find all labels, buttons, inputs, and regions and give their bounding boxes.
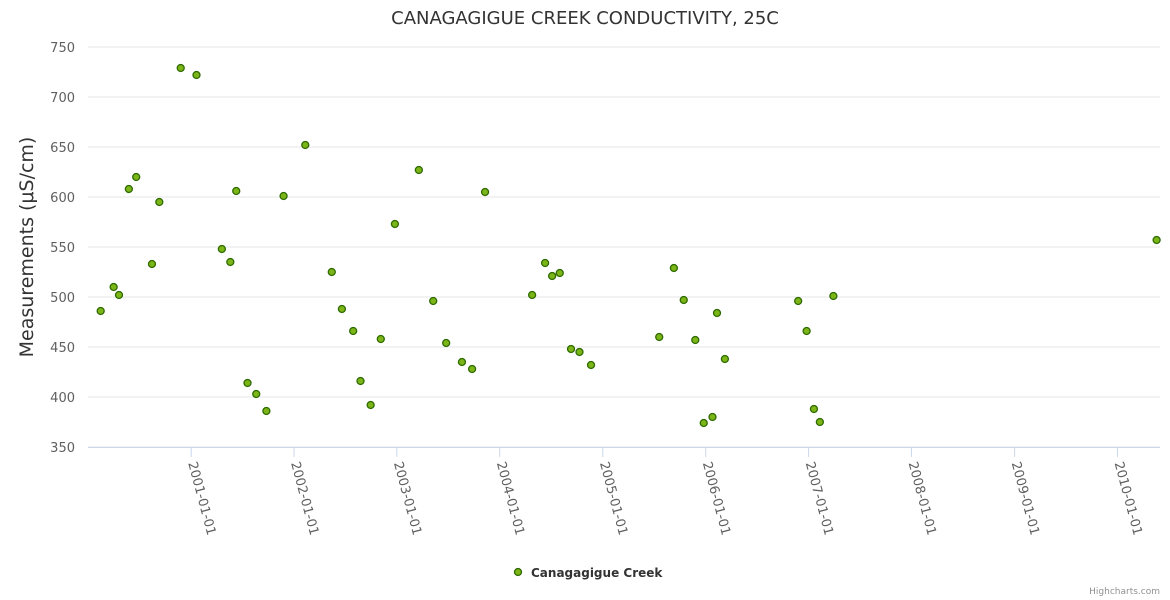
data-point[interactable] — [815, 417, 825, 427]
data-point[interactable] — [232, 186, 241, 196]
y-tick-label: 500 — [50, 291, 75, 306]
y-axis-ticks: 350 400 450 500 550 600 650 700 750 — [50, 41, 75, 456]
data-point[interactable] — [279, 191, 288, 201]
x-tick-label: 2001-01-01 — [184, 460, 218, 537]
data-point[interactable] — [829, 291, 838, 301]
y-gridlines — [88, 46, 1160, 448]
data-point[interactable] — [712, 308, 722, 318]
data-point[interactable] — [802, 326, 811, 336]
data-point[interactable] — [414, 165, 423, 175]
data-point[interactable] — [442, 338, 451, 348]
x-tick-label: 2007-01-01 — [802, 460, 836, 537]
data-point[interactable] — [147, 259, 157, 269]
data-point[interactable] — [96, 306, 105, 316]
data-point[interactable] — [390, 219, 400, 229]
data-point[interactable] — [809, 404, 819, 414]
data-point[interactable] — [655, 332, 664, 342]
data-point[interactable] — [794, 296, 803, 306]
y-tick-label: 400 — [50, 391, 75, 406]
data-point[interactable] — [252, 389, 261, 399]
data-point[interactable] — [356, 376, 365, 386]
x-tick-label: 2002-01-01 — [287, 460, 321, 537]
x-tick-label: 2003-01-01 — [390, 460, 424, 537]
data-point[interactable] — [376, 334, 385, 344]
data-point[interactable] — [480, 187, 490, 197]
data-point[interactable] — [586, 360, 596, 370]
data-point[interactable] — [132, 172, 141, 182]
data-point[interactable] — [575, 347, 584, 357]
data-point[interactable] — [262, 406, 271, 416]
legend-marker-icon — [513, 567, 523, 577]
data-point[interactable] — [337, 304, 347, 314]
data-point[interactable] — [301, 140, 310, 150]
x-tick-label: 2008-01-01 — [905, 460, 939, 537]
y-tick-label: 350 — [50, 441, 75, 456]
data-point[interactable] — [327, 267, 336, 277]
data-point[interactable] — [699, 418, 708, 428]
y-tick-label: 600 — [50, 191, 75, 206]
data-point[interactable] — [243, 378, 252, 388]
data-point[interactable] — [669, 263, 679, 273]
data-point[interactable] — [217, 244, 227, 254]
data-point[interactable] — [720, 354, 730, 364]
x-tick-label: 2005-01-01 — [596, 460, 630, 537]
data-point[interactable] — [547, 271, 557, 281]
legend[interactable]: Canagagigue Creek — [513, 566, 664, 580]
y-tick-label: 650 — [50, 141, 75, 156]
data-points — [96, 63, 1161, 428]
data-point[interactable] — [566, 344, 576, 354]
data-point[interactable] — [366, 400, 375, 410]
x-tick-label: 2006-01-01 — [699, 460, 733, 537]
data-point[interactable] — [1152, 235, 1161, 245]
data-point[interactable] — [679, 295, 688, 305]
data-point[interactable] — [540, 258, 550, 268]
y-tick-label: 700 — [50, 91, 75, 106]
data-point[interactable] — [691, 335, 700, 345]
data-point[interactable] — [176, 63, 185, 73]
data-point[interactable] — [429, 296, 438, 306]
data-point[interactable] — [457, 357, 467, 367]
y-tick-label: 550 — [50, 241, 75, 256]
data-point[interactable] — [708, 412, 717, 422]
y-tick-label: 450 — [50, 341, 75, 356]
legend-label: Canagagigue Creek — [531, 566, 663, 580]
x-tick-label: 2010-01-01 — [1111, 460, 1145, 537]
x-tick-label: 2004-01-01 — [493, 460, 527, 537]
y-tick-label: 750 — [50, 41, 75, 56]
data-point[interactable] — [527, 290, 537, 300]
y-axis-label: Measurements (μS/cm) — [16, 137, 38, 358]
data-point[interactable] — [226, 257, 235, 267]
data-point[interactable] — [109, 282, 118, 292]
credits-link[interactable]: Highcharts.com — [1089, 587, 1160, 597]
data-point[interactable] — [124, 184, 134, 194]
data-point[interactable] — [155, 197, 164, 207]
data-point[interactable] — [349, 326, 358, 336]
data-point[interactable] — [192, 70, 201, 80]
x-tick-label: 2009-01-01 — [1008, 460, 1042, 537]
data-point[interactable] — [114, 290, 124, 300]
x-axis: 2001-01-01 2002-01-01 2003-01-01 2004-01-01… — [88, 447, 1160, 537]
data-point[interactable] — [555, 268, 564, 278]
data-point[interactable] — [467, 364, 477, 374]
chart-title: CANAGAGIGUE CREEK CONDUCTIVITY, 25C — [391, 8, 779, 29]
